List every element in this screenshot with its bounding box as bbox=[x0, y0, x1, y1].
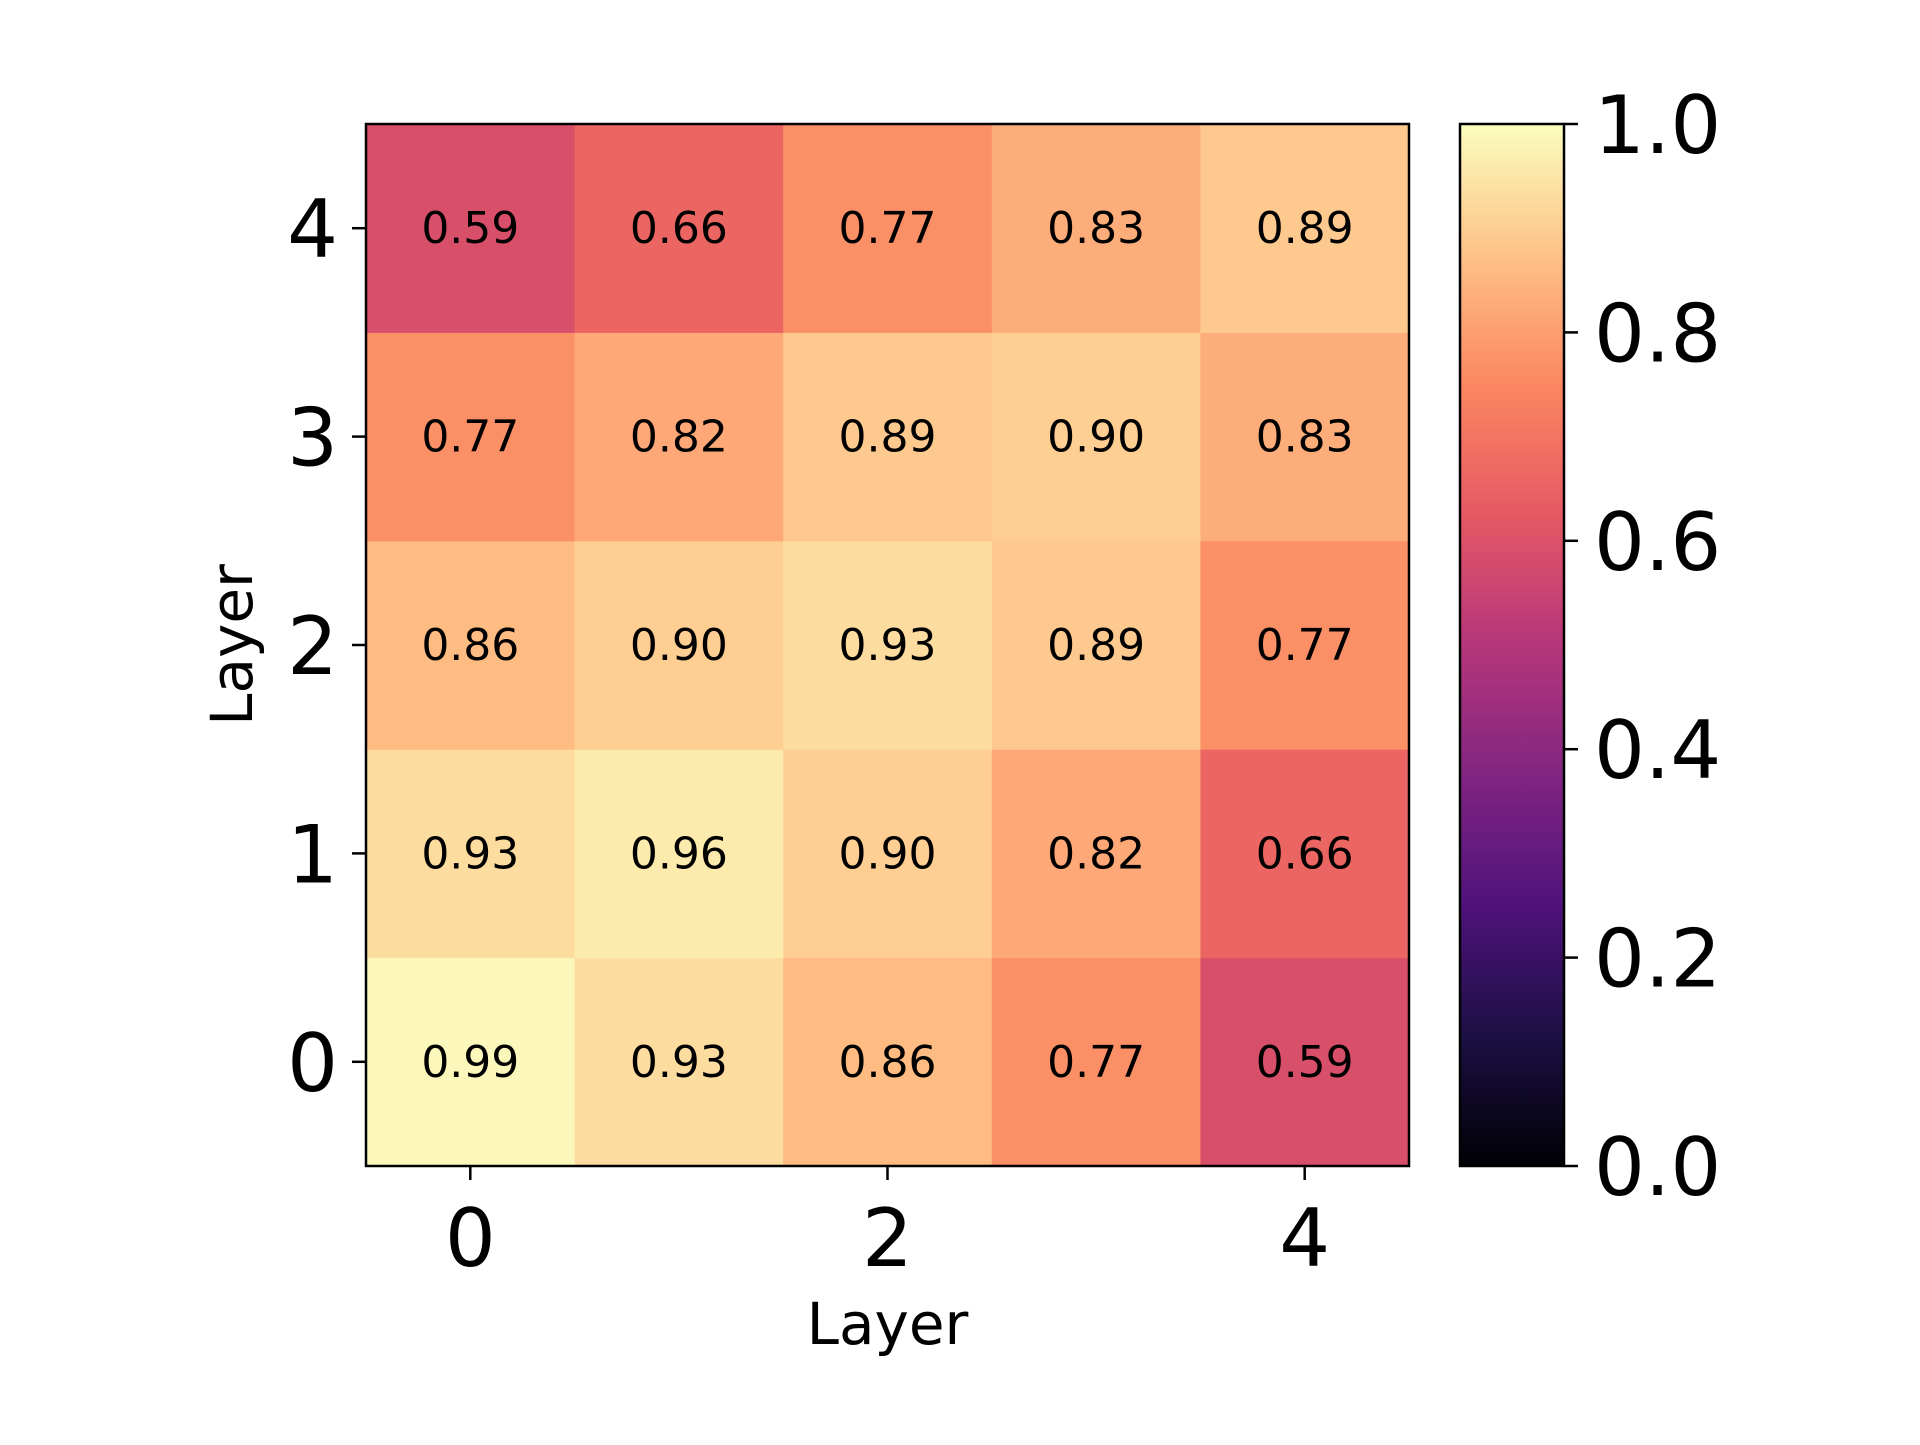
heatmap-cell bbox=[574, 332, 784, 542]
y-axis-label: Layer bbox=[198, 564, 266, 726]
cell-value-label: 0.77 bbox=[839, 203, 937, 254]
cell-value-label: 0.86 bbox=[839, 1037, 937, 1088]
cell-value-label: 0.66 bbox=[630, 203, 728, 254]
x-axis-ticks: 0 2 4 bbox=[445, 1166, 1330, 1285]
colorbar-ticks: 0.0 0.2 0.4 0.6 0.8 1.0 bbox=[1564, 79, 1721, 1214]
heatmap-cell bbox=[366, 332, 576, 542]
colorbar-tick-label: 0.8 bbox=[1594, 287, 1721, 380]
cell-value-label: 0.90 bbox=[839, 828, 937, 879]
heatmap-cell bbox=[783, 749, 993, 959]
heatmap-cell bbox=[574, 124, 784, 333]
cell-value-label: 0.99 bbox=[421, 1037, 519, 1088]
heatmap-cells bbox=[366, 124, 1410, 1167]
heatmap-cell bbox=[574, 540, 784, 750]
heatmap-cell bbox=[783, 332, 993, 542]
colorbar-tick-label: 0.4 bbox=[1594, 704, 1721, 797]
heatmap-cell bbox=[991, 332, 1201, 542]
cell-value-label: 0.66 bbox=[1256, 828, 1354, 879]
heatmap-cell bbox=[783, 540, 993, 750]
heatmap-cell bbox=[1200, 957, 1410, 1167]
x-tick-label: 4 bbox=[1279, 1192, 1330, 1285]
heatmap-cell bbox=[991, 749, 1201, 959]
heatmap-cell bbox=[366, 540, 576, 750]
cell-value-label: 0.77 bbox=[1256, 620, 1354, 671]
cell-value-label: 0.77 bbox=[1047, 1037, 1145, 1088]
y-axis-ticks: 0 1 2 3 4 bbox=[287, 183, 366, 1110]
cell-value-label: 0.89 bbox=[1047, 620, 1145, 671]
cell-value-label: 0.59 bbox=[1256, 1037, 1354, 1088]
colorbar-tick-label: 0.0 bbox=[1594, 1121, 1721, 1214]
heatmap-cell bbox=[783, 957, 993, 1167]
cell-value-label: 0.83 bbox=[1047, 203, 1145, 254]
heatmap-cell bbox=[574, 749, 784, 959]
y-tick-label: 1 bbox=[287, 808, 338, 901]
y-tick-label: 0 bbox=[287, 1017, 338, 1110]
x-tick-label: 0 bbox=[445, 1192, 496, 1285]
heatmap-cell-labels: 0.99 0.93 0.86 0.77 0.59 0.93 0.96 0.90 0.82 0.66… bbox=[421, 203, 1353, 1088]
colorbar-tick-label: 0.2 bbox=[1594, 913, 1721, 1006]
cell-value-label: 0.82 bbox=[1047, 828, 1145, 879]
heatmap-cell bbox=[366, 124, 576, 333]
cell-value-label: 0.89 bbox=[1256, 203, 1354, 254]
y-tick-label: 2 bbox=[287, 600, 338, 693]
heatmap-cell bbox=[1200, 749, 1410, 959]
colorbar-tick-label: 1.0 bbox=[1594, 79, 1721, 172]
heatmap-cell bbox=[991, 540, 1201, 750]
y-tick-label: 4 bbox=[287, 183, 338, 276]
cell-value-label: 0.77 bbox=[421, 412, 519, 463]
cell-value-label: 0.59 bbox=[421, 203, 519, 254]
colorbar-tick-label: 0.6 bbox=[1594, 496, 1721, 589]
cell-value-label: 0.96 bbox=[630, 828, 728, 879]
colorbar bbox=[1458, 122, 1566, 1168]
cell-value-label: 0.93 bbox=[421, 828, 519, 879]
heatmap-cell bbox=[574, 957, 784, 1167]
heatmap-cell bbox=[1200, 124, 1410, 333]
cell-value-label: 0.82 bbox=[630, 412, 728, 463]
cell-value-label: 0.89 bbox=[839, 412, 937, 463]
heatmap-cell bbox=[991, 124, 1201, 333]
y-tick-label: 3 bbox=[287, 392, 338, 485]
x-tick-label: 2 bbox=[862, 1192, 913, 1285]
heatmap-cell bbox=[991, 957, 1201, 1167]
heatmap-cell bbox=[366, 749, 576, 959]
heatmap-cell bbox=[1200, 332, 1410, 542]
cell-value-label: 0.93 bbox=[630, 1037, 728, 1088]
cell-value-label: 0.90 bbox=[630, 620, 728, 671]
heatmap-cell bbox=[1200, 540, 1410, 750]
cell-value-label: 0.93 bbox=[839, 620, 937, 671]
x-axis-label: Layer bbox=[807, 1290, 969, 1358]
cell-value-label: 0.86 bbox=[421, 620, 519, 671]
heatmap-cell bbox=[783, 124, 993, 333]
cell-value-label: 0.90 bbox=[1047, 412, 1145, 463]
heatmap-cell bbox=[366, 957, 576, 1167]
cell-value-label: 0.83 bbox=[1256, 412, 1354, 463]
